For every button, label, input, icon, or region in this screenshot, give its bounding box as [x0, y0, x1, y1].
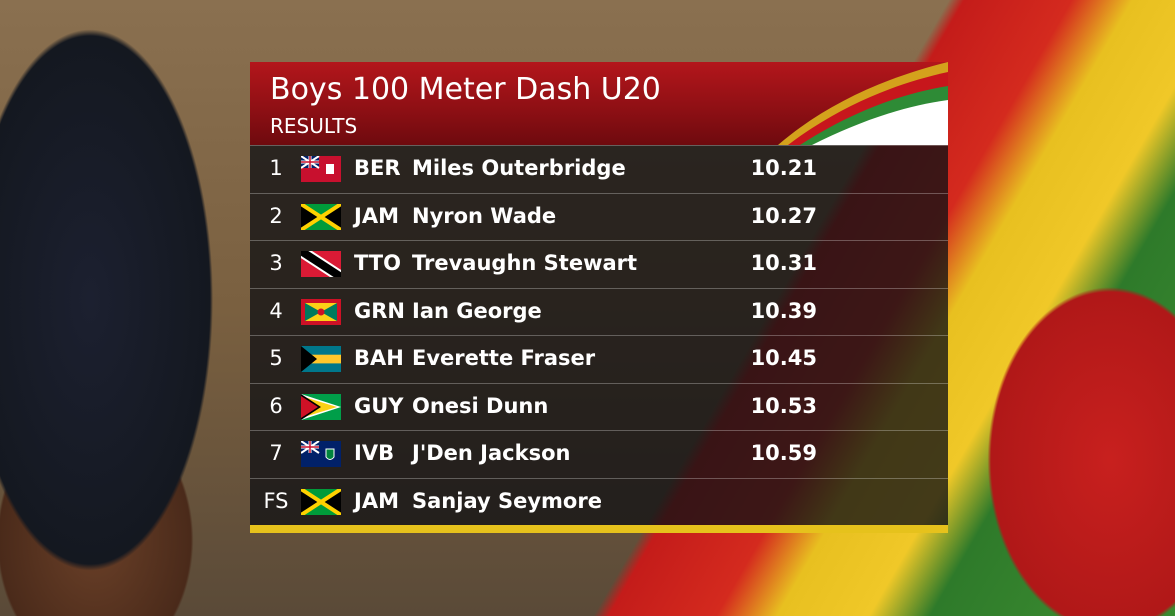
time: 10.27	[750, 203, 817, 228]
place: 4	[269, 298, 283, 323]
place: 1	[269, 156, 283, 180]
title: Boys 100 Meter Dash U20	[270, 72, 661, 107]
flag	[301, 441, 341, 467]
result-row: 5 BAH Everette Fraser 10.45	[250, 335, 948, 383]
athlete-name: Everette Fraser	[412, 346, 596, 370]
flag	[301, 156, 341, 182]
result-row: 1 BER Miles Outerbridge 10.21	[250, 145, 948, 193]
result-row: 6 GUY Onesi Dunn 10.53	[250, 382, 948, 430]
athlete-name: Nyron Wade	[412, 203, 557, 228]
place: 2	[269, 203, 283, 228]
place: 7	[269, 441, 283, 465]
flag	[301, 298, 341, 325]
results-panel: Boys 100 Meter Dash U20 RESULTS 1 BER Mi…	[250, 62, 948, 533]
country-code: GRN	[354, 298, 405, 323]
place: 5	[269, 346, 283, 370]
flag	[301, 488, 341, 515]
flag	[301, 251, 341, 277]
flag	[301, 393, 341, 420]
subtitle: RESULTS	[270, 114, 358, 138]
athlete-name: Trevaughn Stewart	[412, 251, 638, 275]
result-row: 3 TTO Trevaughn Stewart 10.31	[250, 240, 948, 288]
place: 6	[269, 393, 283, 418]
time: 10.59	[750, 441, 817, 465]
athlete-name: Miles Outerbridge	[412, 156, 626, 180]
time: 10.21	[750, 156, 817, 180]
country-code: BAH	[354, 346, 404, 370]
time: 10.45	[750, 346, 817, 370]
flag	[301, 346, 341, 372]
country-code: IVB	[354, 441, 395, 465]
header: Boys 100 Meter Dash U20 RESULTS	[250, 62, 948, 145]
country-code: TTO	[354, 251, 401, 275]
place: FS	[263, 488, 289, 513]
athlete-name: Ian George	[412, 298, 542, 323]
country-code: BER	[354, 156, 401, 180]
result-row: 2 JAM Nyron Wade 10.27	[250, 192, 948, 240]
result-row: 7 IVB J'Den Jackson 10.59	[250, 430, 948, 478]
time: 10.53	[750, 393, 817, 418]
place: 3	[269, 251, 283, 275]
country-code: GUY	[354, 393, 404, 418]
result-row: FS JAM Sanjay Seymore	[250, 477, 948, 525]
athlete-name: Sanjay Seymore	[412, 488, 602, 513]
footer-bar	[250, 525, 948, 533]
country-code: JAM	[354, 488, 399, 513]
country-code: JAM	[354, 203, 399, 228]
athlete-name: Onesi Dunn	[412, 393, 549, 418]
flag	[301, 203, 341, 230]
time: 10.39	[750, 298, 817, 323]
result-row: 4 GRN Ian George 10.39	[250, 287, 948, 335]
athlete-name: J'Den Jackson	[412, 441, 571, 465]
time: 10.31	[750, 251, 817, 275]
decoration	[778, 62, 948, 145]
